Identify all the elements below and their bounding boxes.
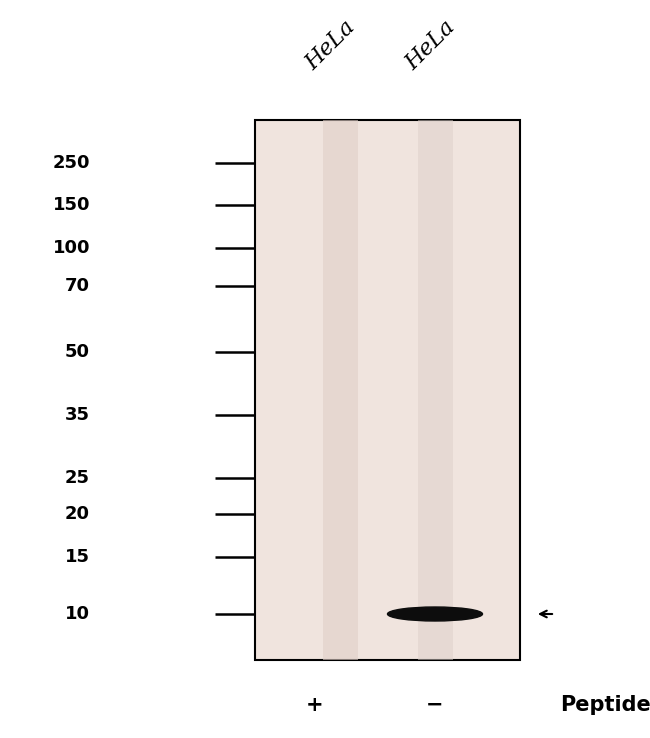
- Text: 150: 150: [53, 196, 90, 214]
- Bar: [322, 120, 358, 660]
- Text: 15: 15: [65, 548, 90, 566]
- Text: 20: 20: [65, 505, 90, 523]
- Text: 35: 35: [65, 406, 90, 424]
- Bar: [255, 120, 520, 660]
- Text: HeLa: HeLa: [301, 17, 359, 75]
- Text: 25: 25: [65, 469, 90, 487]
- Text: 100: 100: [53, 239, 90, 257]
- Text: +: +: [306, 695, 324, 715]
- Text: 50: 50: [65, 343, 90, 361]
- Text: 70: 70: [65, 277, 90, 295]
- Text: Peptide: Peptide: [560, 695, 650, 715]
- Text: −: −: [426, 695, 444, 715]
- Text: 10: 10: [65, 605, 90, 623]
- Ellipse shape: [387, 607, 482, 621]
- Bar: [417, 120, 452, 660]
- Text: HeLa: HeLa: [401, 17, 459, 75]
- Text: 250: 250: [53, 154, 90, 172]
